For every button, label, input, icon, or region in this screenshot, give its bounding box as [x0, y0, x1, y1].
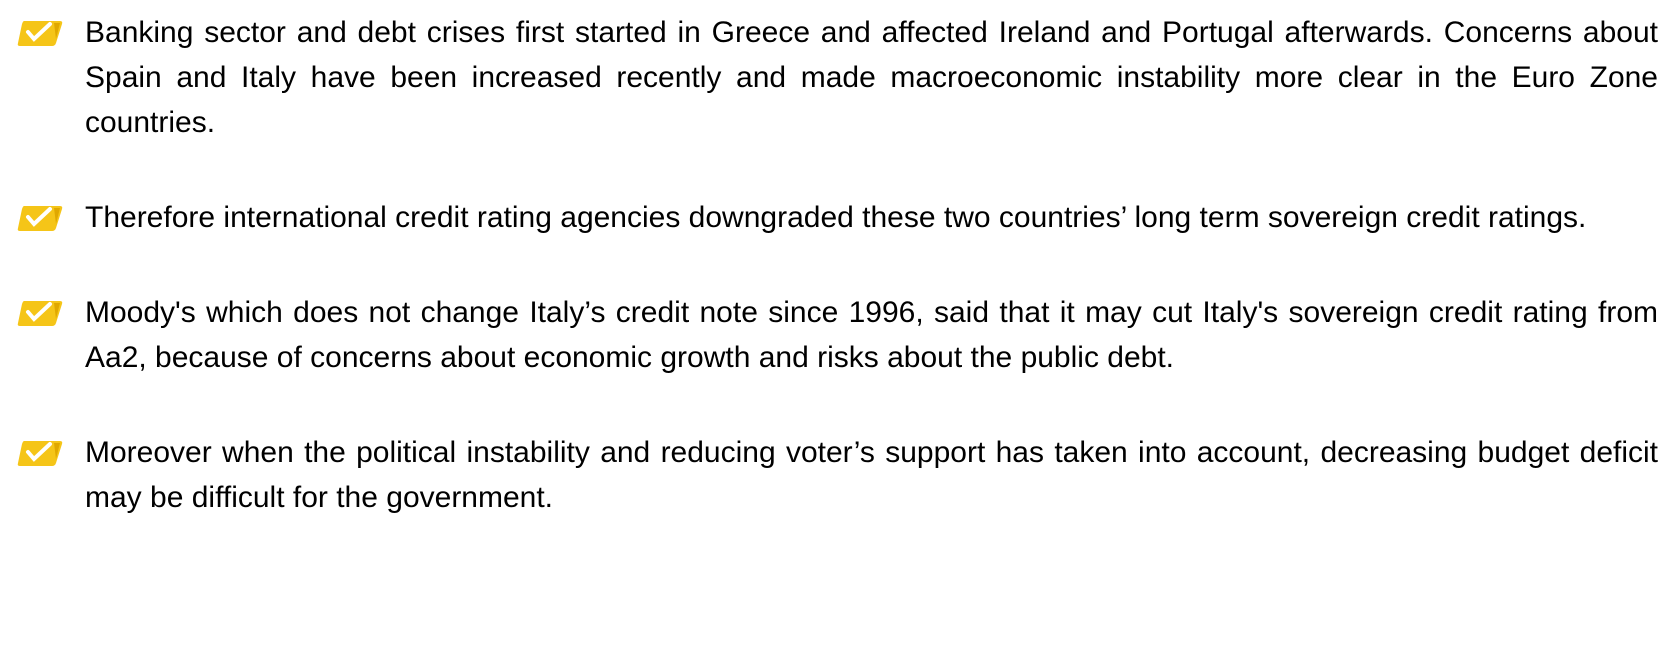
bullet-text: Banking sector and debt crises first sta…: [85, 16, 1658, 139]
slide: Banking sector and debt crises first sta…: [0, 10, 1668, 651]
bullet-icon: [17, 441, 63, 466]
bullet-item: Moody's which does not change Italy’s cr…: [0, 290, 1658, 380]
bullet-icon: [17, 301, 63, 326]
bullet-item: Moreover when the political instability …: [0, 430, 1658, 520]
bullet-text: Moody's which does not change Italy’s cr…: [85, 296, 1658, 374]
bullet-icon: [17, 21, 63, 46]
bullet-text: Moreover when the political instability …: [85, 436, 1658, 514]
bullet-icon: [17, 206, 63, 231]
bullet-item: Therefore international credit rating ag…: [0, 195, 1658, 240]
bullet-item: Banking sector and debt crises first sta…: [0, 10, 1658, 145]
bullet-text: Therefore international credit rating ag…: [85, 201, 1587, 234]
